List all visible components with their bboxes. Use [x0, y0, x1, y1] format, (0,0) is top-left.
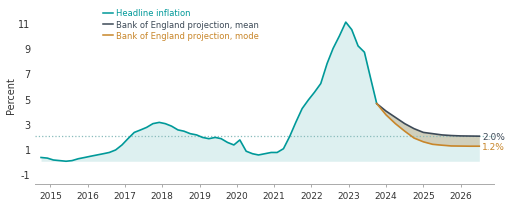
Legend: Headline inflation, Bank of England projection, mean, Bank of England projection: Headline inflation, Bank of England proj…: [99, 6, 262, 44]
Y-axis label: Percent: Percent: [6, 76, 15, 113]
Text: 2.0%: 2.0%: [482, 132, 505, 141]
Text: 1.2%: 1.2%: [482, 142, 505, 151]
